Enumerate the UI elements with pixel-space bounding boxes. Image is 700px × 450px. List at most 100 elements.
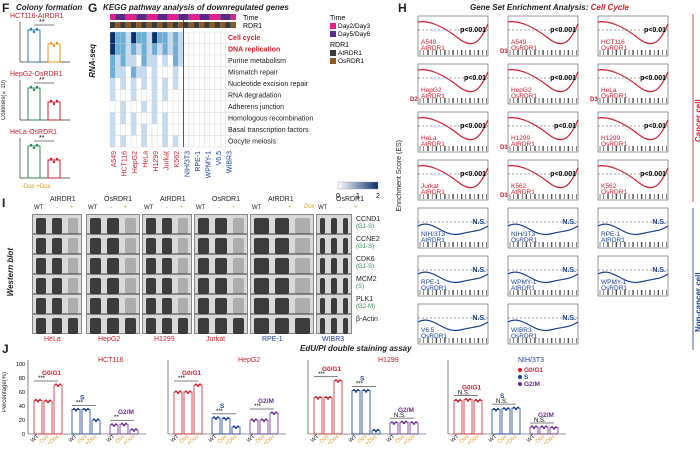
heat-cell [157,135,163,148]
j-dot [494,409,498,412]
heat-cell [136,89,142,102]
plus-dox-label: + [124,205,128,211]
j-dot [374,430,378,433]
time-annot-cell [157,14,163,20]
blot-band [320,298,326,314]
blot-band [162,238,172,254]
blot-band [146,238,156,254]
wt-label: WT [88,205,98,211]
colony-dot [29,143,33,147]
j-dot [130,428,134,431]
blot-band [215,238,227,254]
es-curve [417,21,489,45]
j-dot [72,407,76,411]
heat-cell [130,43,137,56]
j-xlabel: +Dox [46,434,60,447]
time-annot-cell [136,14,142,20]
colony-dot [32,88,36,92]
blot-frame [250,214,314,234]
j-dot [270,411,274,414]
colony-bar [27,87,41,121]
blot-band [90,218,102,234]
blot-band [36,298,46,314]
gsea-pvalue: p<0.001 [640,171,666,178]
blot-frame [250,314,314,334]
blot-band [331,318,337,334]
gsea-cell-label: K562 [511,183,527,190]
heat-cell [204,66,210,79]
heat-cell [193,123,200,136]
pathway-label: Homologous recombination [228,116,313,123]
colony-dot [32,146,36,150]
blot-band [254,278,269,294]
blot-band [232,258,244,274]
heat-cell [120,135,126,148]
gsea-rdr-label: AtRDR1 [421,189,445,196]
heat-cell [120,54,126,67]
heat-cell [157,43,163,56]
scale-tick: 1 [356,193,360,200]
gsea-cell-label: HepG2 [511,87,532,94]
heat-cell [172,123,179,136]
gsea-plot-frame [597,255,669,297]
j-xlabel: WT [450,434,461,445]
j-dot [334,379,338,382]
blot-band [331,218,337,234]
g-row-label-rdr1: RDR1 [243,23,262,30]
noncancer-col-label: NIH/3T3 [185,151,192,177]
j-sig-label: *** [254,404,262,410]
heat-cell [214,31,221,44]
heat-cell [146,77,153,90]
panel-f-title: Colony formation [16,3,83,12]
j-dot [390,421,394,424]
heat-cell [193,135,200,148]
legend-time-title: Time [330,15,345,22]
heat-cell [115,77,121,90]
heat-cell [109,31,116,44]
j-dot [212,416,216,419]
cancer-col-label: Jurkat [164,151,171,170]
heat-cell [172,135,179,148]
minus-dox-label: - [166,205,168,211]
heat-cell [136,77,142,90]
heat-cell [157,112,163,125]
es-curve [597,69,669,93]
blot-band [107,318,119,334]
blot-group-header: AtRDR1 [268,196,294,203]
gsea-plot-frame [417,255,489,297]
heat-cell [130,54,137,67]
colony-bar [47,101,61,121]
cancer-col-label: K562 [174,151,181,167]
plus-dox-label: + [180,205,184,211]
j-bar [269,412,279,435]
heat-cell [199,77,205,90]
heat-cell [172,100,179,113]
heat-cell [199,100,205,113]
j-bar [473,400,483,435]
gsea-day-label: D3 [590,97,598,103]
heat-cell [220,54,226,67]
legend-swatch [330,50,336,56]
legend-rdr-label: AtRDR1 [338,50,362,57]
j-dot [412,422,416,425]
blot-band [320,238,326,254]
legend-rdr-title: RDR1 [330,42,349,49]
protein-label: CCNE2 [356,236,380,243]
j-sig-label: *** [216,409,224,415]
j-dot [120,422,124,425]
legend-swatch [330,31,336,37]
j-dot [178,390,182,393]
blot-band [124,238,136,254]
blot-frame [250,274,314,294]
heat-cell [146,66,153,79]
blot-frame [316,214,352,234]
j-sig-label: *** [318,372,326,378]
heat-cell [141,123,147,136]
j-dot [34,398,38,401]
gsea-pvalue: p<0.001 [550,75,576,82]
heat-cell [162,89,168,102]
blot-band [124,278,136,294]
heat-cell [162,135,168,148]
minus-dox-label: - [218,205,220,211]
heat-cell [162,123,168,136]
